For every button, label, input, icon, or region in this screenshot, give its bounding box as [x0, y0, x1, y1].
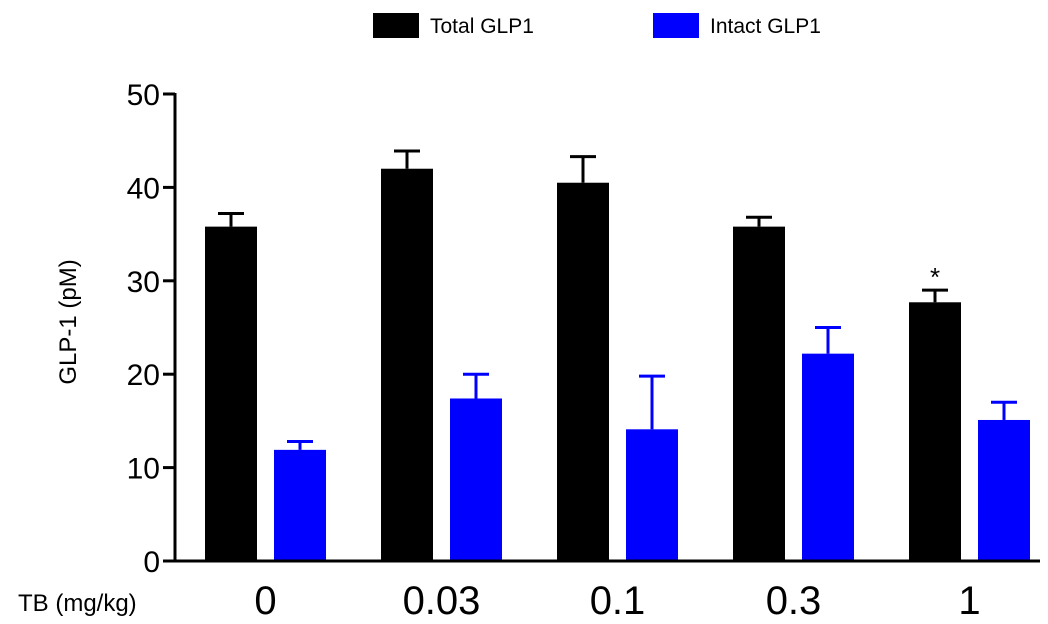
x-tick-label: 0.3: [766, 579, 822, 623]
y-axis: 0 10 20 30 40 50: [127, 79, 177, 579]
bar-0-1: [381, 168, 433, 561]
x-axis-label: TB (mg/kg): [18, 590, 137, 617]
legend: Total GLP1 Intact GLP1: [373, 13, 821, 38]
bars: *: [205, 149, 1030, 562]
bar-1-1: [450, 398, 502, 561]
y-tick-label: 40: [127, 172, 160, 205]
bar-1-3: [802, 353, 854, 561]
legend-swatch-1: [653, 13, 699, 38]
legend-label-1: Intact GLP1: [710, 15, 821, 38]
x-tick-label: 1: [958, 579, 980, 623]
bar-1-0: [274, 449, 326, 561]
y-tick-label: 30: [127, 266, 160, 299]
x-tick-label: 0: [254, 579, 276, 623]
x-tick-label: 0.03: [403, 579, 481, 623]
legend-label-0: Total GLP1: [430, 15, 534, 38]
significance-mark-0-4: *: [930, 262, 940, 292]
x-tick-label: 0.1: [590, 579, 646, 623]
bar-0-3: [733, 226, 785, 562]
y-tick-label: 10: [127, 453, 160, 486]
x-axis: 0 0.03 0.1 0.3 1: [173, 559, 1040, 623]
bar-0-2: [557, 182, 609, 562]
bar-1-4: [978, 419, 1030, 561]
legend-swatch-0: [373, 13, 419, 38]
bar-0-4: [909, 302, 961, 561]
bar-1-2: [626, 429, 678, 561]
y-tick-label: 50: [127, 79, 160, 112]
y-tick-label: 20: [127, 359, 160, 392]
y-axis-label: GLP-1 (pM): [55, 259, 82, 384]
bar-0-0: [205, 226, 257, 562]
y-tick-label: 0: [143, 546, 160, 579]
